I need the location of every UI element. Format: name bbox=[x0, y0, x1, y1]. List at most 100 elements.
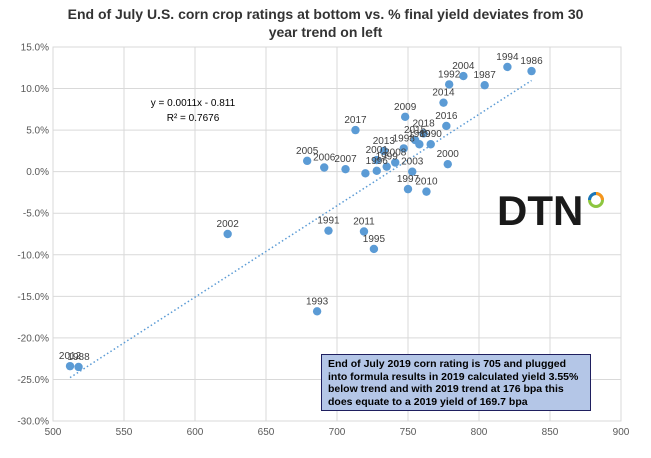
equation-text: y = 0.0011x - 0.811 bbox=[151, 98, 236, 109]
data-point-label: 2017 bbox=[344, 115, 367, 126]
data-point bbox=[324, 226, 333, 235]
data-point-label: 1996 bbox=[366, 156, 389, 167]
data-point-label: 2000 bbox=[437, 149, 460, 160]
data-point bbox=[361, 169, 370, 178]
y-tick-label: 0.0% bbox=[26, 167, 49, 178]
y-tick-label: -10.0% bbox=[17, 250, 49, 261]
data-point-label: 1998 bbox=[393, 133, 416, 144]
trendline bbox=[69, 79, 532, 379]
y-tick-label: 15.0% bbox=[21, 43, 49, 54]
annotation-box: End of July 2019 corn rating is 705 and … bbox=[321, 354, 591, 411]
data-point bbox=[439, 98, 448, 107]
data-point-label: 2016 bbox=[435, 111, 458, 122]
data-point bbox=[400, 112, 410, 122]
y-tick-label: -25.0% bbox=[17, 375, 49, 386]
data-point-label: 1997 bbox=[397, 174, 420, 185]
y-tick-label: -20.0% bbox=[17, 333, 49, 344]
r-squared-text: R² = 0.7676 bbox=[167, 113, 220, 124]
data-points bbox=[65, 62, 536, 372]
data-point bbox=[459, 71, 468, 81]
data-point bbox=[320, 163, 329, 172]
data-point bbox=[503, 62, 512, 72]
data-point bbox=[382, 162, 391, 171]
data-point bbox=[422, 187, 431, 196]
data-point-label: 2018 bbox=[412, 118, 435, 129]
data-point-label: 1993 bbox=[306, 296, 329, 307]
data-point-label: 2001 bbox=[366, 145, 389, 156]
data-point bbox=[391, 158, 400, 167]
chart-title-line-2: year trend on left bbox=[268, 24, 383, 40]
x-tick-label: 600 bbox=[187, 427, 204, 438]
data-point-label: 2005 bbox=[296, 146, 319, 157]
data-point-label: 1994 bbox=[496, 52, 519, 63]
data-point-label: 2012 bbox=[59, 351, 82, 362]
data-point bbox=[480, 81, 489, 90]
x-tick-label: 850 bbox=[542, 427, 559, 438]
annotation-line-2: into formula results in 2019 calculated … bbox=[328, 370, 579, 383]
data-point bbox=[312, 307, 322, 316]
data-point bbox=[341, 164, 350, 174]
x-tick-label: 750 bbox=[400, 427, 417, 438]
data-point bbox=[351, 125, 360, 135]
annotation-line-4: does equate to a 2019 yield of 169.7 bpa bbox=[328, 395, 528, 408]
data-point bbox=[419, 129, 428, 138]
data-point-label: 2015 bbox=[404, 125, 427, 136]
data-point bbox=[379, 146, 389, 156]
data-point-label: 2009 bbox=[394, 102, 417, 113]
x-tick-label: 700 bbox=[329, 427, 346, 438]
data-point bbox=[372, 166, 381, 176]
data-point-label: 2010 bbox=[415, 177, 438, 188]
data-point bbox=[442, 121, 451, 131]
axes: 15.0% 10.0% 5.0% 0.0% -5.0% -10.0% -15.0% -20.0… bbox=[17, 43, 629, 439]
y-tick-label: 5.0% bbox=[26, 126, 49, 137]
data-point-label: 1988 bbox=[67, 352, 90, 363]
chart-title-line-1: End of July U.S. corn crop ratings at bo… bbox=[67, 6, 584, 22]
x-tick-label: 800 bbox=[471, 427, 488, 438]
y-tick-label: -15.0% bbox=[17, 292, 49, 303]
data-point bbox=[369, 244, 379, 254]
y-tick-label: -30.0% bbox=[17, 417, 49, 428]
data-point bbox=[302, 156, 312, 166]
y-tick-label: -5.0% bbox=[23, 209, 49, 220]
data-point-label: 1986 bbox=[520, 56, 543, 67]
gridlines bbox=[52, 46, 622, 422]
data-point bbox=[372, 155, 381, 165]
data-point bbox=[408, 167, 417, 176]
logo-ring-icon bbox=[588, 192, 604, 208]
data-point bbox=[426, 140, 435, 149]
data-point-label: 1999 bbox=[376, 152, 399, 163]
x-tick-label: 550 bbox=[116, 427, 133, 438]
data-point-label: 2013 bbox=[373, 136, 396, 147]
data-point-label: 2002 bbox=[217, 219, 240, 230]
data-point bbox=[415, 140, 424, 149]
data-point-label: 2008 bbox=[384, 148, 407, 159]
data-point bbox=[74, 362, 83, 372]
data-point-label: 2006 bbox=[313, 153, 336, 164]
data-point bbox=[359, 227, 369, 236]
data-point-label: 2014 bbox=[432, 88, 455, 99]
data-point-label: 2011 bbox=[353, 217, 375, 228]
data-point-label: 1989 bbox=[408, 129, 431, 140]
logo-wordmark: DTN bbox=[497, 188, 583, 228]
data-point bbox=[65, 361, 75, 371]
data-point bbox=[399, 144, 408, 153]
data-point-label: 2003 bbox=[401, 157, 424, 168]
data-point bbox=[443, 159, 452, 169]
data-point bbox=[403, 184, 413, 194]
regression-equation: y = 0.0011x - 0.811 R² = 0.7676 bbox=[151, 98, 236, 124]
data-point-label: 1987 bbox=[474, 70, 497, 81]
data-point-label: 1990 bbox=[420, 129, 443, 140]
data-point-label: 1992 bbox=[438, 69, 461, 80]
data-point bbox=[223, 229, 232, 239]
annotation-line-1: End of July 2019 corn rating is 705 and … bbox=[328, 358, 567, 370]
data-point bbox=[527, 66, 536, 76]
x-tick-label: 650 bbox=[258, 427, 275, 438]
annotation-line-3: below trend and with 2019 trend at 176 b… bbox=[328, 383, 564, 395]
data-point-label: 2004 bbox=[452, 61, 475, 72]
dtn-logo-mark: DTN bbox=[497, 187, 604, 234]
data-point-label: 1991 bbox=[317, 216, 340, 227]
x-tick-label: 500 bbox=[45, 427, 62, 438]
plot-area-border bbox=[52, 46, 622, 422]
